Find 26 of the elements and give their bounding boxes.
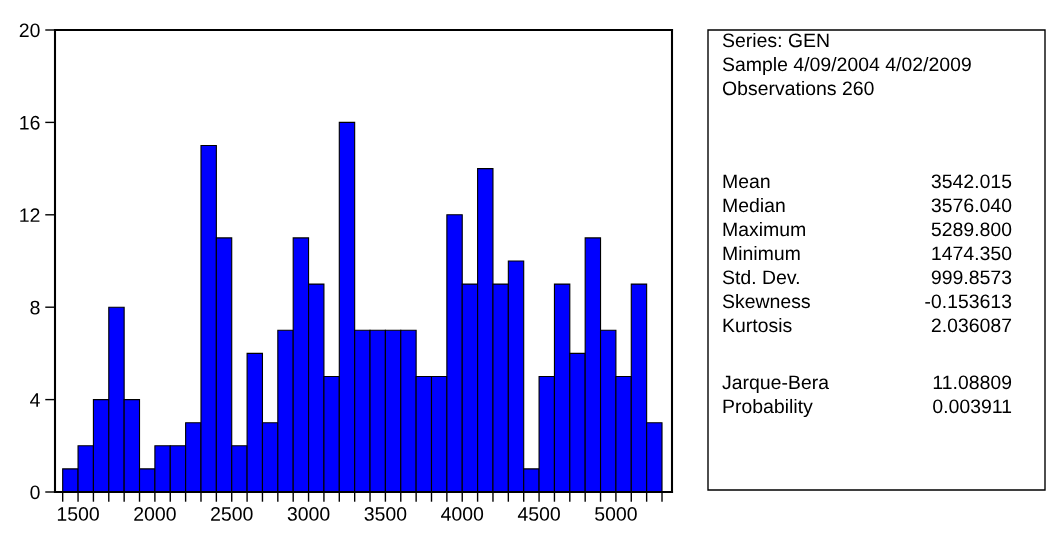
y-tick-label: 16 [20,115,40,130]
text: Kurtosis 2.036087 [723,317,1012,333]
text: Median 3576.040 [723,197,1012,213]
text: Sample 4/09/2004 4/02/2009 [722,56,971,76]
x-tick-label: 1500 [57,507,99,521]
text: Jarque-Bera 11.08809 [722,375,1012,394]
x-tick-label: 4000 [441,507,484,521]
x-tick-label: 4500 [517,507,560,521]
y-tick-label: 8 [30,300,40,315]
x-tick-label: 3500 [364,507,407,521]
text: Std. Dev. 999.8573 [722,269,1012,285]
text: Probability 0.003911 [723,398,1012,418]
x-tick-label: 2500 [211,507,253,521]
text: Maximum 5289.800 [723,221,1012,237]
y-tick-label: 20 [19,23,40,38]
y-tick-label: 12 [20,208,40,222]
x-tick-label: 3000 [287,507,330,521]
text: Observations 260 [722,80,874,96]
text: Series: GEN [722,32,829,48]
text: Mean 3542.015 [723,174,1012,189]
y-tick-label: 0 [30,485,40,500]
y-tick-label: 4 [30,393,40,407]
text: Skewness -0.153613 [722,293,1012,309]
x-tick-label: 2000 [134,507,176,521]
x-tick-label: 5000 [595,507,637,521]
text: Minimum 1474.350 [723,245,1012,261]
